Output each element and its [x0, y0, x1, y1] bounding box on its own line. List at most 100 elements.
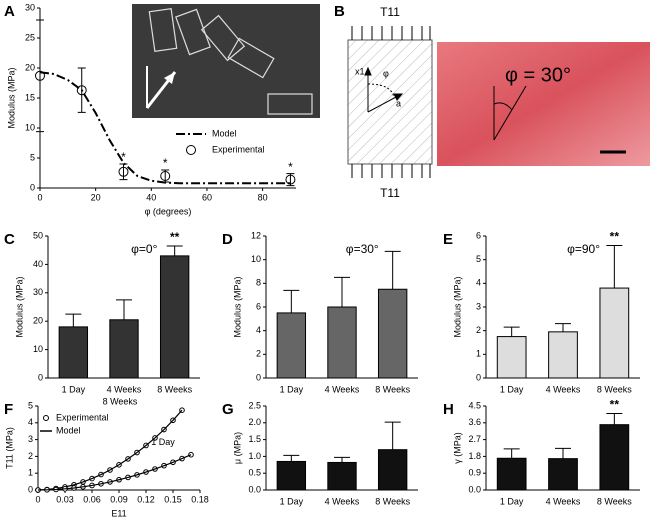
error-bar — [555, 447, 571, 459]
error-bar — [36, 19, 44, 133]
significance: * — [163, 156, 168, 170]
series-label: 1 Day — [151, 437, 175, 447]
panel-label: E — [443, 231, 453, 248]
error-bar — [384, 421, 401, 450]
y-tick-label: 2 — [28, 451, 33, 461]
image-label: φ = 30° — [505, 64, 571, 86]
error-bar — [334, 456, 350, 463]
significance: * — [121, 150, 126, 164]
error-bar — [77, 67, 86, 113]
y-tick-label: 6 — [256, 301, 261, 311]
legend-swatch — [186, 145, 196, 155]
x-tick-label: 4 Weeks — [325, 384, 360, 394]
angle-label: φ — [383, 68, 389, 78]
data-point — [160, 171, 171, 181]
y-tick-label: 10 — [33, 344, 43, 354]
y-tick-label: 1.0 — [248, 451, 261, 461]
data-point — [76, 85, 87, 96]
y-tick-label: 2.7 — [468, 434, 481, 444]
y-tick-label: 5 — [28, 400, 33, 410]
y-tick-label: 3 — [28, 434, 33, 444]
y-tick-label: 4 — [476, 278, 481, 288]
model-line — [39, 71, 291, 185]
x-tick-label: 8 Weeks — [375, 384, 410, 394]
diagram — [347, 26, 433, 178]
bar — [327, 461, 357, 491]
x-tick-label: 0 — [37, 192, 42, 202]
y-tick-label: 3 — [476, 301, 481, 311]
y-tick-label: 25 — [25, 32, 35, 42]
error-bar — [503, 448, 520, 459]
y-axis-label: Modulus (MPa) — [452, 276, 462, 337]
annotation: φ=90° — [567, 242, 600, 256]
y-tick-label: 10 — [251, 254, 261, 264]
y-tick-label: 0.5 — [248, 468, 261, 478]
error-bar — [503, 326, 520, 337]
y-tick-label: 0 — [28, 484, 33, 494]
y-tick-label: 0.0 — [468, 484, 481, 494]
y-tick-label: 0 — [30, 182, 35, 192]
y-axis-label: Modulus (MPa) — [14, 276, 24, 337]
bar — [377, 288, 408, 379]
x-tick-label: 0.18 — [191, 494, 209, 504]
panel-label: F — [4, 401, 13, 418]
y-tick-label: 1 — [476, 349, 481, 359]
model-line — [37, 454, 192, 491]
y-axis-label: Modulus (MPa) — [6, 67, 16, 128]
bar — [276, 312, 307, 379]
x-tick-label: 80 — [258, 192, 268, 202]
y-tick-label: 0 — [38, 372, 43, 382]
x-tick-label: 8 Weeks — [375, 496, 410, 506]
tissue-image — [437, 42, 650, 166]
bar — [548, 458, 578, 491]
y-tick-label: 40 — [33, 259, 43, 269]
x-tick-label: 0.09 — [110, 494, 128, 504]
bar — [159, 255, 190, 379]
y-tick-label: 1.5 — [248, 434, 261, 444]
x-axis-label: φ (degrees) — [145, 206, 192, 216]
bar — [599, 424, 630, 491]
error-bar — [119, 163, 128, 181]
x-tick-label: 0.06 — [83, 494, 101, 504]
bar — [58, 326, 89, 379]
bar — [276, 460, 307, 491]
x-tick-label: 0.03 — [56, 494, 74, 504]
y-tick-label: 30 — [33, 287, 43, 297]
x-tick-label: 0.15 — [164, 494, 182, 504]
y-tick-label: 4 — [256, 325, 261, 335]
data-point — [118, 166, 129, 177]
error-bar — [555, 323, 571, 332]
y-tick-label: 15 — [25, 92, 35, 102]
x-tick-label: 1 Day — [500, 496, 524, 506]
series-label: 8 Weeks — [103, 397, 138, 407]
x-tick-label: 0.12 — [137, 494, 155, 504]
significance: ** — [170, 230, 180, 244]
direction-label: a — [396, 98, 401, 108]
legend-label: Experimental — [212, 144, 265, 154]
error-bar — [65, 313, 82, 327]
legend-label: Model — [56, 425, 81, 435]
model-line — [37, 409, 183, 491]
legend-label: Experimental — [56, 412, 109, 422]
error-bar — [166, 245, 183, 256]
panel-label: G — [222, 401, 234, 418]
y-tick-label: 1 — [28, 468, 33, 478]
error-bar — [384, 250, 401, 290]
y-tick-label: 1.8 — [468, 451, 481, 461]
x-tick-label: 60 — [202, 192, 212, 202]
panel-label: B — [334, 3, 345, 20]
x-tick-label: 8 Weeks — [157, 384, 192, 394]
y-tick-label: 30 — [25, 2, 35, 12]
x-tick-label: 8 Weeks — [597, 496, 632, 506]
y-tick-label: 3.6 — [468, 417, 481, 427]
y-axis-label: T11 (MPa) — [4, 427, 14, 469]
significance: ** — [610, 230, 620, 244]
y-tick-label: 0 — [256, 372, 261, 382]
error-bar — [334, 276, 350, 307]
y-tick-label: 0 — [476, 372, 481, 382]
legend-label: Model — [212, 128, 237, 138]
y-axis-label: Modulus (MPa) — [232, 276, 242, 337]
y-tick-label: 4.5 — [468, 400, 481, 410]
y-tick-label: 2.0 — [248, 417, 261, 427]
